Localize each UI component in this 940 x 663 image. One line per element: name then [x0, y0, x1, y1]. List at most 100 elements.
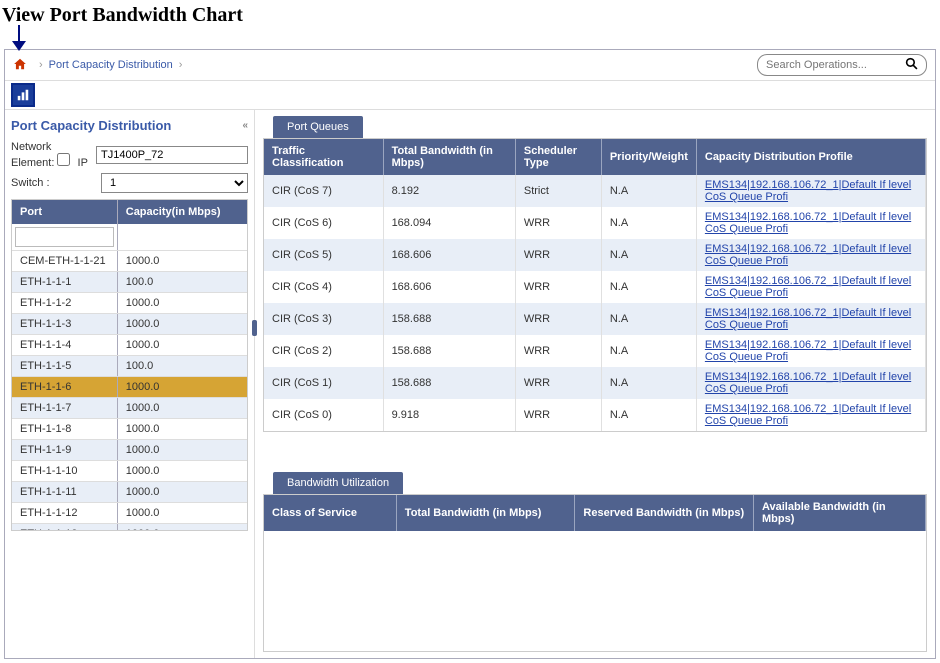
queue-cell: WRR: [515, 303, 601, 335]
col-capacity-profile[interactable]: Capacity Distribution Profile: [696, 139, 925, 175]
breadcrumb-sep-icon: ›: [39, 59, 43, 71]
queue-row[interactable]: CIR (CoS 7)8.192StrictN.AEMS134|192.168.…: [264, 175, 926, 207]
col-util-available-bw[interactable]: Available Bandwidth (in Mbps): [753, 495, 925, 531]
port-cell: ETH-1-1-3: [12, 314, 118, 334]
capacity-profile-link[interactable]: EMS134|192.168.106.72_1|Default If level…: [705, 179, 911, 203]
queue-row[interactable]: CIR (CoS 5)168.606WRRN.AEMS134|192.168.1…: [264, 239, 926, 271]
splitter-handle[interactable]: [252, 320, 257, 336]
col-util-reserved-bw[interactable]: Reserved Bandwidth (in Mbps): [575, 495, 754, 531]
ports-col-capacity[interactable]: Capacity(in Mbps): [118, 200, 247, 224]
collapse-icon[interactable]: «: [242, 120, 248, 131]
col-util-total-bw[interactable]: Total Bandwidth (in Mbps): [396, 495, 575, 531]
search-box[interactable]: [757, 54, 927, 76]
port-row[interactable]: ETH-1-1-81000.0: [12, 418, 247, 439]
switch-label: Switch :: [11, 177, 101, 189]
queue-cell: CIR (CoS 4): [264, 271, 383, 303]
queue-cell: N.A: [601, 335, 696, 367]
queue-cell: EMS134|192.168.106.72_1|Default If level…: [696, 207, 925, 239]
queue-row[interactable]: CIR (CoS 0)9.918WRRN.AEMS134|192.168.106…: [264, 399, 926, 431]
queue-cell: N.A: [601, 399, 696, 431]
queue-cell: EMS134|192.168.106.72_1|Default If level…: [696, 271, 925, 303]
capacity-cell: 1000.0: [118, 503, 247, 523]
port-row[interactable]: ETH-1-1-101000.0: [12, 460, 247, 481]
queue-cell: 158.688: [383, 335, 515, 367]
port-filter-input[interactable]: [15, 227, 114, 247]
queue-row[interactable]: CIR (CoS 2)158.688WRRN.AEMS134|192.168.1…: [264, 335, 926, 367]
capacity-cell: 1000.0: [118, 335, 247, 355]
port-row[interactable]: ETH-1-1-131000.0: [12, 523, 247, 530]
capacity-cell: 1000.0: [118, 524, 247, 530]
panel-title: Port Capacity Distribution: [11, 118, 171, 133]
port-row[interactable]: ETH-1-1-5100.0: [12, 355, 247, 376]
queue-cell: N.A: [601, 239, 696, 271]
port-cell: ETH-1-1-2: [12, 293, 118, 313]
search-icon[interactable]: [905, 57, 918, 73]
queue-cell: 158.688: [383, 303, 515, 335]
home-icon[interactable]: [13, 57, 27, 74]
port-queues-section: Port Queues Traffic Classification Total…: [263, 116, 927, 432]
view-port-bandwidth-chart-button[interactable]: [11, 83, 35, 107]
queue-cell: N.A: [601, 367, 696, 399]
col-priority-weight[interactable]: Priority/Weight: [601, 139, 696, 175]
capacity-profile-link[interactable]: EMS134|192.168.106.72_1|Default If level…: [705, 371, 911, 395]
col-scheduler-type[interactable]: Scheduler Type: [515, 139, 601, 175]
queue-row[interactable]: CIR (CoS 6)168.094WRRN.AEMS134|192.168.1…: [264, 207, 926, 239]
ports-col-port[interactable]: Port: [12, 200, 118, 224]
queue-cell: WRR: [515, 271, 601, 303]
port-cell: ETH-1-1-7: [12, 398, 118, 418]
queue-cell: WRR: [515, 335, 601, 367]
queue-cell: 158.688: [383, 367, 515, 399]
port-row[interactable]: CEM-ETH-1-1-211000.0: [12, 250, 247, 271]
queue-cell: CIR (CoS 3): [264, 303, 383, 335]
bandwidth-utilization-tab[interactable]: Bandwidth Utilization: [273, 472, 403, 494]
port-queues-tab[interactable]: Port Queues: [273, 116, 363, 138]
search-input[interactable]: [766, 59, 905, 71]
port-row[interactable]: ETH-1-1-71000.0: [12, 397, 247, 418]
ports-table: Port Capacity(in Mbps) CEM-ETH-1-1-21100…: [11, 199, 248, 531]
queue-row[interactable]: CIR (CoS 3)158.688WRRN.A EMS134|192.168.1…: [264, 303, 926, 335]
port-row[interactable]: ETH-1-1-61000.0: [12, 376, 247, 397]
queue-cell: 168.606: [383, 239, 515, 271]
queue-cell: EMS134|192.168.106.72_1|Default If level…: [696, 399, 925, 431]
port-row[interactable]: ETH-1-1-1100.0: [12, 271, 247, 292]
queue-cell: WRR: [515, 207, 601, 239]
switch-select[interactable]: 1: [101, 173, 248, 193]
queue-cell: CIR (CoS 6): [264, 207, 383, 239]
port-cell: ETH-1-1-10: [12, 461, 118, 481]
col-class-of-service[interactable]: Class of Service: [264, 495, 396, 531]
breadcrumb-item[interactable]: Port Capacity Distribution: [49, 59, 173, 71]
ip-checkbox[interactable]: [57, 153, 70, 166]
capacity-profile-link[interactable]: EMS134|192.168.106.72_1|Default If level…: [705, 243, 911, 267]
capacity-profile-link[interactable]: EMS134|192.168.106.72_1|Default If level…: [705, 211, 911, 235]
queue-cell: EMS134|192.168.106.72_1|Default If level…: [696, 175, 925, 207]
capacity-profile-link[interactable]: EMS134|192.168.106.72_1|Default If level…: [705, 307, 911, 331]
port-row[interactable]: ETH-1-1-91000.0: [12, 439, 247, 460]
port-queues-table: Traffic Classification Total Bandwidth (…: [264, 139, 926, 431]
col-total-bandwidth[interactable]: Total Bandwidth (in Mbps): [383, 139, 515, 175]
queue-cell: CIR (CoS 7): [264, 175, 383, 207]
queue-cell: N.A: [601, 303, 696, 335]
capacity-profile-link[interactable]: EMS134|192.168.106.72_1|Default If level…: [705, 339, 911, 363]
queue-row[interactable]: CIR (CoS 4)168.606WRRN.AEMS134|192.168.1…: [264, 271, 926, 303]
network-element-input[interactable]: [96, 146, 248, 164]
queue-row[interactable]: CIR (CoS 1)158.688WRRN.AEMS134|192.168.1…: [264, 367, 926, 399]
capacity-profile-link[interactable]: EMS134|192.168.106.72_1|Default If level…: [705, 403, 911, 427]
port-cell: CEM-ETH-1-1-21: [12, 251, 118, 271]
port-row[interactable]: ETH-1-1-31000.0: [12, 313, 247, 334]
port-row[interactable]: ETH-1-1-111000.0: [12, 481, 247, 502]
capacity-cell: 1000.0: [118, 377, 247, 397]
ports-body[interactable]: CEM-ETH-1-1-211000.0ETH-1-1-1100.0ETH-1-…: [12, 250, 247, 530]
port-cell: ETH-1-1-11: [12, 482, 118, 502]
queue-cell: WRR: [515, 239, 601, 271]
col-traffic-classification[interactable]: Traffic Classification: [264, 139, 383, 175]
port-row[interactable]: ETH-1-1-41000.0: [12, 334, 247, 355]
queue-cell: N.A: [601, 271, 696, 303]
capacity-cell: 1000.0: [118, 314, 247, 334]
queue-cell: EMS134|192.168.106.72_1|Default If level…: [696, 239, 925, 271]
queue-cell: EMS134|192.168.106.72_1|Default If level…: [696, 367, 925, 399]
port-row[interactable]: ETH-1-1-21000.0: [12, 292, 247, 313]
queue-cell: 8.192: [383, 175, 515, 207]
queue-cell: CIR (CoS 0): [264, 399, 383, 431]
port-cell: ETH-1-1-1: [12, 272, 118, 292]
capacity-profile-link[interactable]: EMS134|192.168.106.72_1|Default If level…: [705, 275, 911, 299]
